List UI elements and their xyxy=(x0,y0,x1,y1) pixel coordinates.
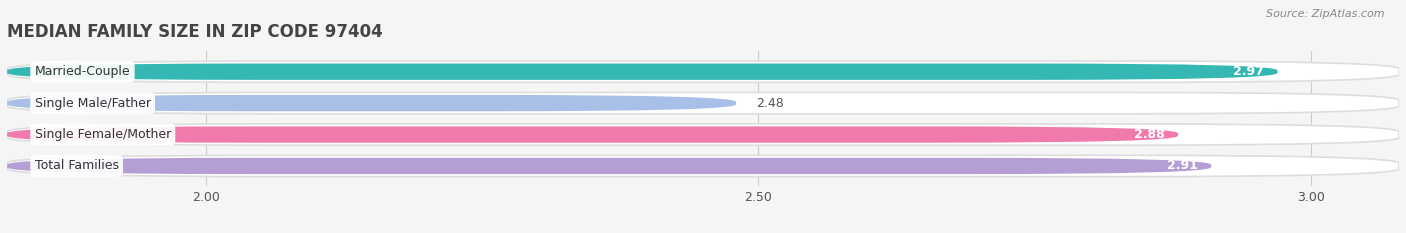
Text: 2.48: 2.48 xyxy=(756,97,783,110)
Text: 2.97: 2.97 xyxy=(1233,65,1264,78)
Text: Married-Couple: Married-Couple xyxy=(35,65,131,78)
Text: Source: ZipAtlas.com: Source: ZipAtlas.com xyxy=(1267,9,1385,19)
Text: Total Families: Total Families xyxy=(35,159,118,172)
Text: MEDIAN FAMILY SIZE IN ZIP CODE 97404: MEDIAN FAMILY SIZE IN ZIP CODE 97404 xyxy=(7,23,382,41)
FancyBboxPatch shape xyxy=(7,124,1399,145)
Text: 2.88: 2.88 xyxy=(1135,128,1164,141)
Text: Single Female/Mother: Single Female/Mother xyxy=(35,128,172,141)
FancyBboxPatch shape xyxy=(7,155,1399,177)
FancyBboxPatch shape xyxy=(7,95,737,111)
FancyBboxPatch shape xyxy=(7,61,1399,82)
FancyBboxPatch shape xyxy=(7,93,1399,114)
Text: Single Male/Father: Single Male/Father xyxy=(35,97,150,110)
Text: 2.91: 2.91 xyxy=(1167,159,1198,172)
FancyBboxPatch shape xyxy=(7,126,1178,143)
FancyBboxPatch shape xyxy=(7,64,1278,80)
FancyBboxPatch shape xyxy=(7,158,1211,174)
